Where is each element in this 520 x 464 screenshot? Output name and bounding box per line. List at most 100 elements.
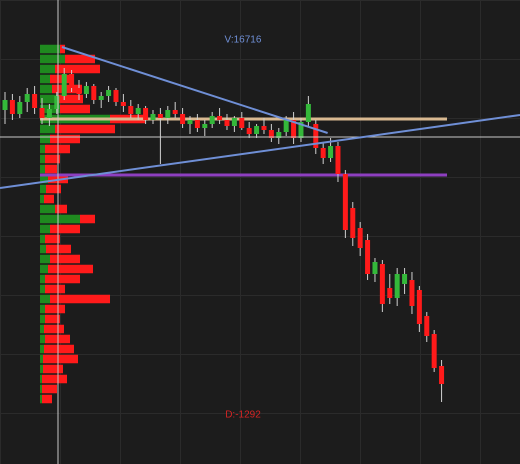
- candle-body: [328, 146, 334, 158]
- profile-buy-bar: [40, 334, 45, 344]
- profile-sell-bar: [45, 234, 60, 244]
- profile-buy-bar: [40, 374, 42, 384]
- profile-buy-bar: [40, 284, 45, 294]
- candle-body: [246, 128, 252, 134]
- profile-sell-bar: [43, 354, 78, 364]
- candle-body: [165, 110, 171, 118]
- candle-body: [387, 288, 393, 298]
- candle-body: [298, 122, 304, 138]
- trendlines: [0, 46, 520, 189]
- profile-sell-bar: [50, 74, 70, 84]
- candle-body: [239, 118, 245, 128]
- candle-body: [194, 120, 200, 128]
- annotations: V:16716 D:-1292: [225, 35, 262, 421]
- profile-buy-bar: [40, 224, 50, 234]
- candle-body: [113, 90, 119, 102]
- candle-body: [150, 114, 156, 120]
- candle-body: [17, 102, 23, 114]
- profile-buy-bar: [40, 154, 45, 164]
- profile-buy-bar: [40, 124, 55, 134]
- candle-body: [254, 126, 260, 134]
- candle-body: [2, 100, 8, 110]
- candle-body: [209, 116, 215, 124]
- candle-body: [357, 228, 363, 248]
- candle-body: [283, 120, 289, 132]
- candle-body: [128, 106, 134, 114]
- profile-buy-bar: [40, 314, 45, 324]
- profile-sell-bar: [58, 94, 83, 104]
- profile-sell-bar: [42, 374, 67, 384]
- profile-buy-bar: [40, 354, 43, 364]
- candle-body: [402, 274, 408, 284]
- profile-buy-bar: [40, 64, 55, 74]
- profile-sell-bar: [45, 314, 60, 324]
- profile-sell-bar: [44, 324, 64, 334]
- candle-body: [231, 118, 237, 126]
- profile-buy-bar: [40, 244, 46, 254]
- profile-sell-bar: [45, 154, 60, 164]
- profile-buy-bar: [40, 164, 45, 174]
- candle-body: [24, 94, 30, 102]
- profile-buy-bar: [40, 204, 55, 214]
- candle-body: [9, 100, 15, 114]
- candle-body: [39, 108, 45, 118]
- candle-body: [224, 120, 230, 126]
- candle-body: [180, 114, 186, 124]
- profile-buy-bar: [40, 234, 45, 244]
- profile-sell-bar: [44, 344, 74, 354]
- profile-sell-bar: [50, 224, 80, 234]
- profile-sell-bar: [43, 364, 63, 374]
- profile-sell-bar: [60, 44, 65, 54]
- candle-body: [135, 108, 141, 114]
- profile-buy-bar: [40, 324, 44, 334]
- candle-body: [157, 114, 163, 118]
- profile-sell-bar: [52, 84, 82, 94]
- profile-sell-bar: [45, 284, 65, 294]
- profile-buy-bar: [40, 94, 58, 104]
- candle-body: [106, 90, 112, 96]
- candle-body: [61, 74, 67, 96]
- profile-sell-bar: [50, 134, 80, 144]
- profile-sell-bar: [65, 54, 95, 64]
- candle-body: [261, 126, 267, 130]
- candle-body: [416, 290, 422, 324]
- candle-body: [46, 109, 52, 118]
- candle-body: [32, 94, 38, 108]
- candle-body: [320, 148, 326, 158]
- profile-sell-bar: [55, 64, 100, 74]
- profile-sell-bar: [45, 304, 65, 314]
- candle-body: [350, 208, 356, 238]
- candle-body: [76, 88, 82, 94]
- profile-buy-bar: [40, 304, 45, 314]
- candle-body: [365, 240, 371, 274]
- profile-buy-bar: [40, 84, 52, 94]
- candle-body: [291, 120, 297, 138]
- profile-sell-bar: [45, 164, 57, 174]
- profile-sell-bar: [48, 264, 93, 274]
- annotation: V:16716: [225, 35, 262, 46]
- profile-buy-bar: [40, 384, 42, 394]
- profile-sell-bar: [55, 204, 67, 214]
- profile-buy-bar: [40, 184, 46, 194]
- candle-body: [305, 104, 311, 122]
- candle-body: [394, 274, 400, 298]
- candle-body: [379, 264, 385, 304]
- profile-buy-bar: [40, 174, 48, 184]
- profile-sell-bar: [44, 194, 54, 204]
- trendline: [0, 114, 520, 189]
- candle-body: [372, 262, 378, 274]
- profile-sell-bar: [46, 184, 61, 194]
- profile-buy-bar: [40, 194, 44, 204]
- profile-sell-bar: [45, 274, 80, 284]
- candle-body: [69, 74, 75, 88]
- profile-sell-bar: [50, 254, 80, 264]
- profile-sell-bar: [80, 214, 95, 224]
- annotation: D:-1292: [225, 410, 261, 421]
- profile-buy-bar: [40, 254, 50, 264]
- candle-body: [98, 96, 104, 100]
- profile-buy-bar: [40, 394, 42, 404]
- candle-body: [268, 130, 274, 138]
- candle-body: [409, 280, 415, 306]
